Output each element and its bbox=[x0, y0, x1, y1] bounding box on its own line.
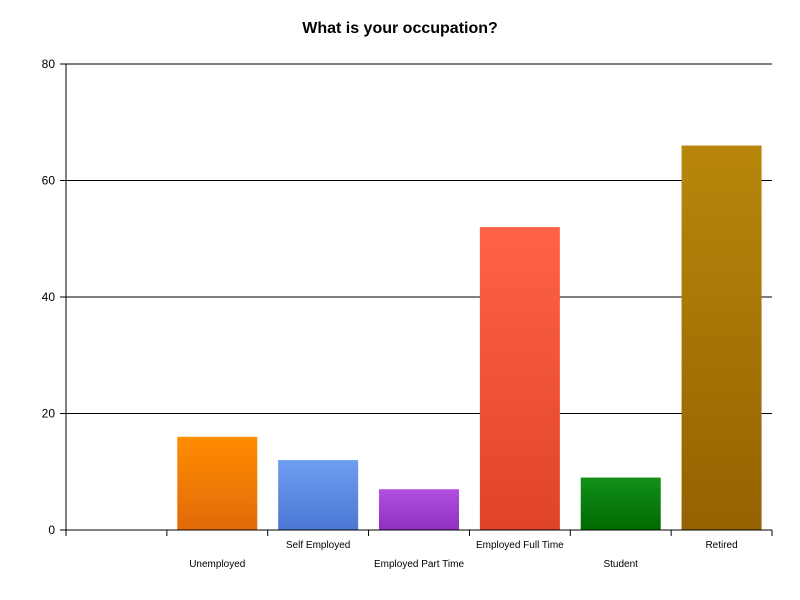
x-tick-label: Unemployed bbox=[189, 559, 245, 570]
chart-title: What is your occupation? bbox=[302, 20, 498, 37]
x-tick-label: Employed Part Time bbox=[374, 559, 464, 570]
y-tick-label: 60 bbox=[42, 174, 56, 188]
bar-unemployed bbox=[177, 436, 258, 530]
y-tick-label: 40 bbox=[42, 290, 56, 304]
gridlines bbox=[66, 63, 772, 414]
bar-self-employed bbox=[278, 460, 359, 530]
x-tick-label: Self Employed bbox=[286, 540, 350, 551]
bars bbox=[177, 145, 762, 531]
y-tick-label: 20 bbox=[42, 407, 56, 421]
x-tick-label: Employed Full Time bbox=[476, 540, 564, 551]
x-tick-label: Student bbox=[603, 559, 638, 570]
x-axis-ticks: Unemployed Self Employed Employed Part Tim… bbox=[65, 530, 773, 570]
bar-employed-full-time bbox=[479, 227, 560, 530]
bar-employed-part-time bbox=[379, 489, 459, 530]
bar-student bbox=[580, 477, 661, 530]
y-axis-ticks: 0 20 40 60 80 bbox=[42, 57, 66, 537]
y-tick-label: 0 bbox=[48, 523, 55, 537]
y-tick-label: 80 bbox=[42, 57, 56, 71]
x-tick-label: Retired bbox=[705, 540, 737, 551]
bar-retired bbox=[681, 145, 762, 531]
